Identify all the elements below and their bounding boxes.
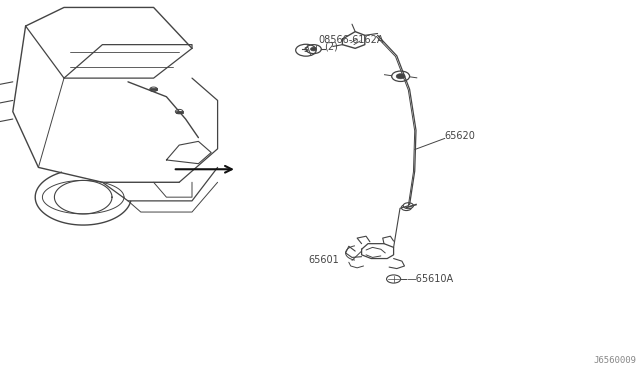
- Circle shape: [403, 203, 413, 209]
- Text: 65601: 65601: [308, 256, 339, 265]
- Text: J6560009: J6560009: [594, 356, 637, 365]
- Circle shape: [150, 87, 157, 92]
- Circle shape: [175, 109, 183, 114]
- Circle shape: [306, 45, 321, 54]
- Circle shape: [387, 275, 401, 283]
- Text: 65620: 65620: [445, 131, 476, 141]
- Circle shape: [396, 74, 405, 79]
- Text: 08566-6162A: 08566-6162A: [318, 35, 383, 45]
- Text: S: S: [303, 47, 308, 53]
- Circle shape: [401, 205, 412, 211]
- Circle shape: [310, 47, 317, 51]
- Circle shape: [392, 71, 410, 81]
- Text: (2): (2): [324, 41, 339, 51]
- Text: —65610A: —65610A: [406, 274, 454, 284]
